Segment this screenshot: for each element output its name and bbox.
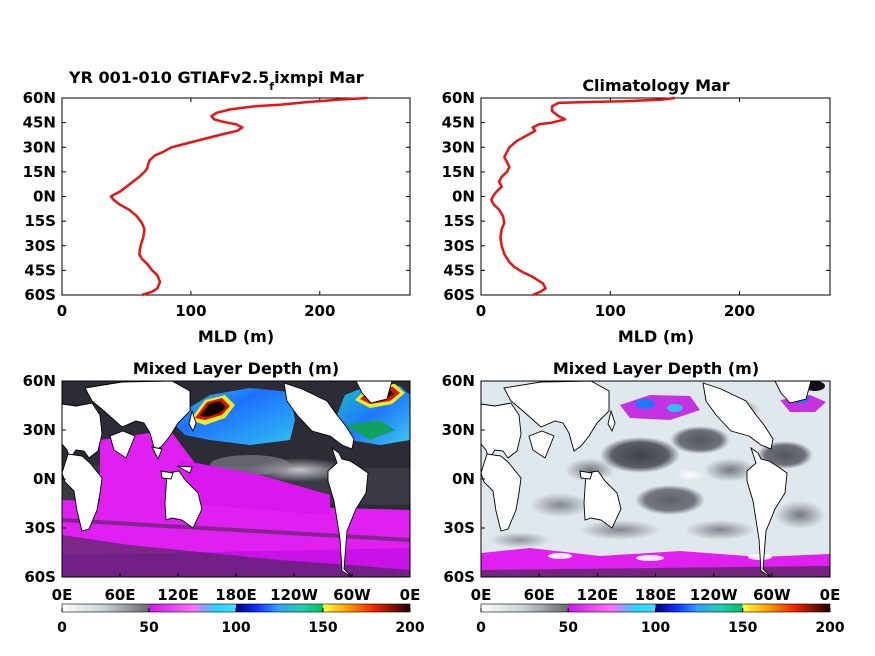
- colorbar-tick-label: 150: [308, 620, 337, 636]
- map-panel-left: Mixed Layer Depth (m): [23, 359, 425, 636]
- x-tick-label: 100: [595, 302, 626, 320]
- x-tick-label: 0: [476, 302, 486, 320]
- map-x-axis-right: 0E 60E 120E 180E 120W 60W 0E: [471, 573, 841, 604]
- map-y-tick-label: 30S: [24, 519, 56, 537]
- map-x-tick-label: 60E: [104, 586, 135, 604]
- y-tick-label: 60N: [23, 89, 56, 107]
- map-panel-right: Mixed Layer Depth (m): [442, 359, 845, 636]
- map-y-tick-label: 30N: [442, 421, 475, 439]
- map-x-tick-label: 120E: [157, 586, 199, 604]
- y-tick-label: 30N: [23, 138, 56, 156]
- map-y-tick-label: 0N: [33, 470, 56, 488]
- map-y-tick-label: 60N: [442, 372, 475, 390]
- map-x-tick-label: 120W: [270, 586, 318, 604]
- x-tick-label: 100: [175, 302, 206, 320]
- colorbar-tick-label: 50: [559, 620, 579, 636]
- x-tick-label: 0: [57, 302, 67, 320]
- chart-title-right: Climatology Mar: [582, 76, 729, 95]
- y-tick-label: 30S: [443, 237, 475, 255]
- map-x-tick-label: 0E: [52, 586, 73, 604]
- colorbar-tick-label: 0: [57, 620, 67, 636]
- y-tick-label: 0N: [452, 188, 475, 206]
- profile-panel-left: YR 001-010 GTIAFv2.5fixmpi Mar 60N 45N 30N…: [23, 68, 411, 346]
- map-x-tick-label: 0E: [471, 586, 492, 604]
- profile-panel-right: Climatology Mar 60N45N30N15N0N15S30S45S6…: [442, 76, 831, 346]
- y-tick-label: 0N: [33, 188, 56, 206]
- map-x-tick-label: 180E: [215, 586, 257, 604]
- y-tick-label: 30N: [442, 138, 475, 156]
- map-y-tick-label: 60S: [443, 568, 475, 586]
- y-axis-right: 60N 45N 30N 15N 0N 15S 30S 45S 60S: [442, 89, 830, 304]
- map-x-tick-label: 120E: [577, 586, 619, 604]
- colorbar-tick-label: 50: [139, 620, 159, 636]
- mld-heatmap-right: [481, 381, 830, 577]
- series-line-right: [490, 96, 676, 297]
- plot-area-left: [61, 97, 411, 296]
- y-tick-label: 60S: [443, 286, 475, 304]
- y-tick-label: 45S: [443, 261, 475, 279]
- map-y-axis-right: 60N 30N 0N 30S 60S: [442, 372, 485, 586]
- map-y-tick-label: 0N: [452, 470, 475, 488]
- y-tick-label: 15S: [24, 212, 56, 230]
- y-axis-left: 60N 45N 30N 15N 0N 15S 30S 45S 60S: [23, 89, 410, 304]
- x-tick-label: 200: [304, 302, 335, 320]
- map-x-tick-label: 0E: [400, 586, 421, 604]
- y-tick-label: 15S: [443, 212, 475, 230]
- map-y-tick-label: 60S: [24, 568, 56, 586]
- map-x-tick-label: 120W: [690, 586, 738, 604]
- y-tick-label: 15N: [23, 163, 56, 181]
- y-tick-label: 45N: [23, 114, 56, 132]
- map-y-tick-label: 30N: [23, 421, 56, 439]
- y-tick-label: 60S: [24, 286, 56, 304]
- colorbar-ticks-left: 0 50 100 150 200: [57, 608, 425, 636]
- map-x-tick-label: 0E: [820, 586, 841, 604]
- x-axis-right: 0 100 200: [476, 98, 755, 320]
- x-axis-left: 0 100 200: [57, 98, 335, 320]
- colorbar-tick-label: 100: [221, 620, 250, 636]
- mld-heatmap-left: [62, 381, 410, 577]
- y-tick-label: 45S: [24, 261, 56, 279]
- map-y-tick-label: 30S: [443, 519, 475, 537]
- map-y-tick-label: 60N: [23, 372, 56, 390]
- map-x-tick-label: 60W: [753, 586, 791, 604]
- map-title-right: Mixed Layer Depth (m): [553, 359, 759, 378]
- y-tick-label: 60N: [442, 89, 475, 107]
- map-title-left: Mixed Layer Depth (m): [133, 359, 339, 378]
- colorbar-ticks-right: 0 50 100 150 200: [476, 608, 845, 636]
- colorbar-tick-label: 200: [815, 620, 844, 636]
- map-x-tick-label: 180E: [635, 586, 677, 604]
- y-tick-label: 30S: [24, 237, 56, 255]
- colorbar-tick-label: 200: [395, 620, 424, 636]
- chart-title-left: YR 001-010 GTIAFv2.5fixmpi Mar: [68, 68, 364, 93]
- x-axis-label-left: MLD (m): [198, 327, 274, 346]
- map-x-tick-label: 60E: [524, 586, 555, 604]
- colorbar-tick-label: 0: [476, 620, 486, 636]
- y-tick-label: 45N: [442, 114, 475, 132]
- x-tick-label: 200: [724, 302, 755, 320]
- colorbar-tick-label: 100: [641, 620, 670, 636]
- map-x-tick-label: 60W: [333, 586, 371, 604]
- series-line-left: [109, 96, 368, 297]
- y-tick-label: 15N: [442, 163, 475, 181]
- x-axis-label-right: MLD (m): [618, 327, 694, 346]
- map-y-axis-left: 60N 30N 0N 30S 60S: [23, 372, 66, 586]
- colorbar-tick-label: 150: [728, 620, 757, 636]
- map-x-axis-left: 0E 60E 120E 180E 120W 60W 0E: [52, 573, 421, 604]
